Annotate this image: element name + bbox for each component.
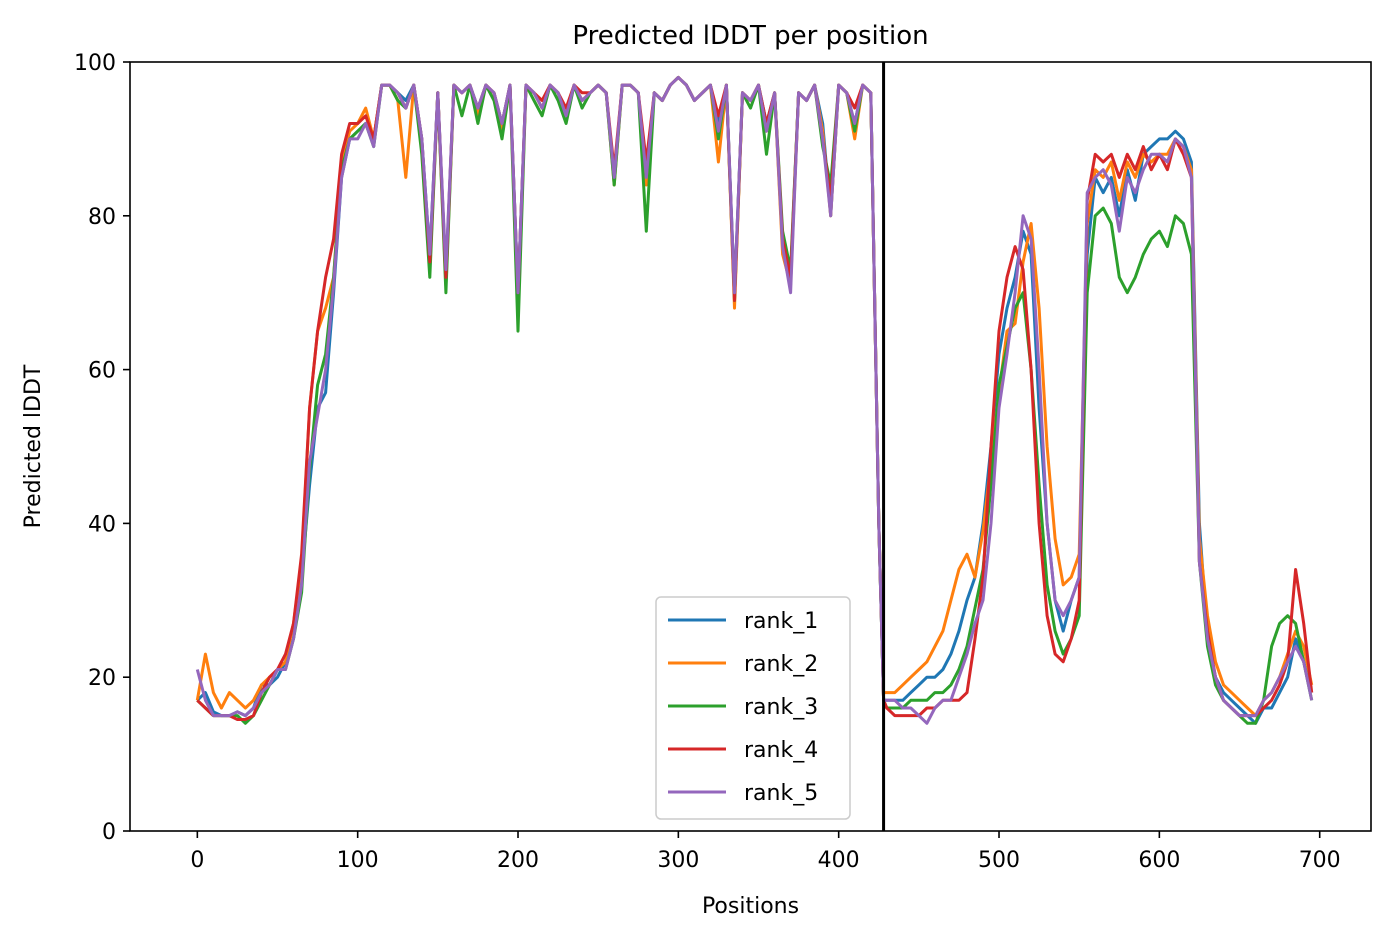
x-axis-label: Positions — [702, 894, 799, 919]
y-tick-label: 20 — [88, 666, 116, 691]
y-tick-label: 100 — [74, 51, 116, 76]
legend-label: rank_4 — [744, 738, 818, 763]
x-tick-label: 300 — [657, 848, 699, 873]
series-line-rank-5 — [195, 75, 1314, 725]
legend: rank_1 rank_2 rank_3 rank_4 rank_5 — [655, 596, 851, 820]
x-axis-ticks: 0 100 200 300 400 500 600 700 — [190, 831, 1341, 873]
plot-frame — [129, 61, 1372, 832]
x-tick-label: 100 — [337, 848, 379, 873]
y-tick-label: 40 — [88, 512, 116, 537]
plot-lines — [195, 75, 1314, 725]
y-tick-label: 60 — [88, 359, 116, 384]
legend-box — [655, 596, 851, 820]
x-tick-label: 500 — [978, 848, 1020, 873]
legend-label: rank_5 — [744, 781, 818, 806]
x-tick-label: 400 — [818, 848, 860, 873]
legend-label: rank_3 — [744, 695, 818, 720]
legend-label: rank_1 — [744, 609, 818, 634]
y-tick-label: 0 — [102, 820, 116, 845]
y-axis-label: Predicted lDDT — [21, 364, 46, 528]
x-tick-label: 200 — [497, 848, 539, 873]
y-tick-label: 80 — [88, 205, 116, 230]
legend-label: rank_2 — [744, 652, 818, 677]
y-axis-ticks: 0 20 40 60 80 100 — [74, 51, 130, 845]
x-tick-label: 600 — [1138, 848, 1180, 873]
x-tick-label: 0 — [190, 848, 204, 873]
chart-title: Predicted lDDT per position — [572, 21, 928, 51]
x-tick-label: 700 — [1299, 848, 1341, 873]
